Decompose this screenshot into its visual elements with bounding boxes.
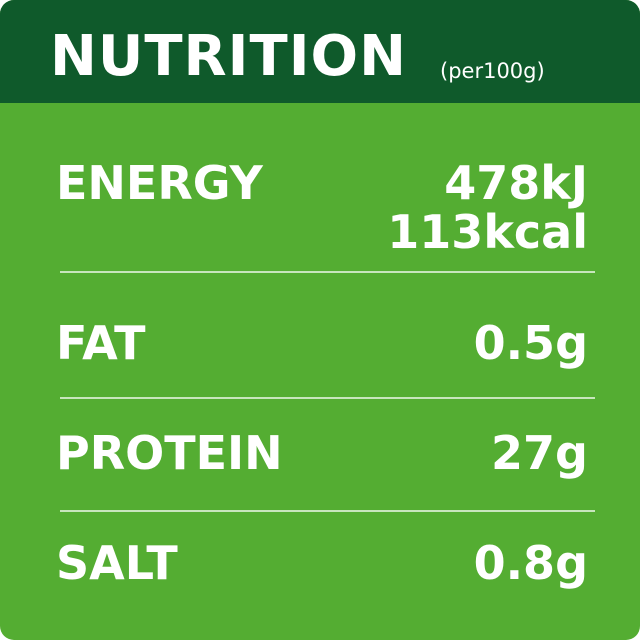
row-label: PROTEIN <box>56 426 283 480</box>
divider <box>60 397 595 399</box>
row-value: 478kJ <box>444 156 588 210</box>
title: NUTRITION <box>50 24 408 89</box>
divider <box>60 271 595 273</box>
row-value: 113kcal <box>387 205 588 259</box>
row-value: 27g <box>491 426 588 480</box>
subtitle: (per100g) <box>440 59 545 83</box>
divider <box>60 510 595 512</box>
row-value: 0.8g <box>473 536 588 590</box>
row-label: SALT <box>56 536 178 590</box>
row-value: 0.5g <box>473 316 588 370</box>
header-bar: NUTRITION (per100g) <box>0 0 640 103</box>
row-label: FAT <box>56 316 146 370</box>
row-label: ENERGY <box>56 156 263 210</box>
